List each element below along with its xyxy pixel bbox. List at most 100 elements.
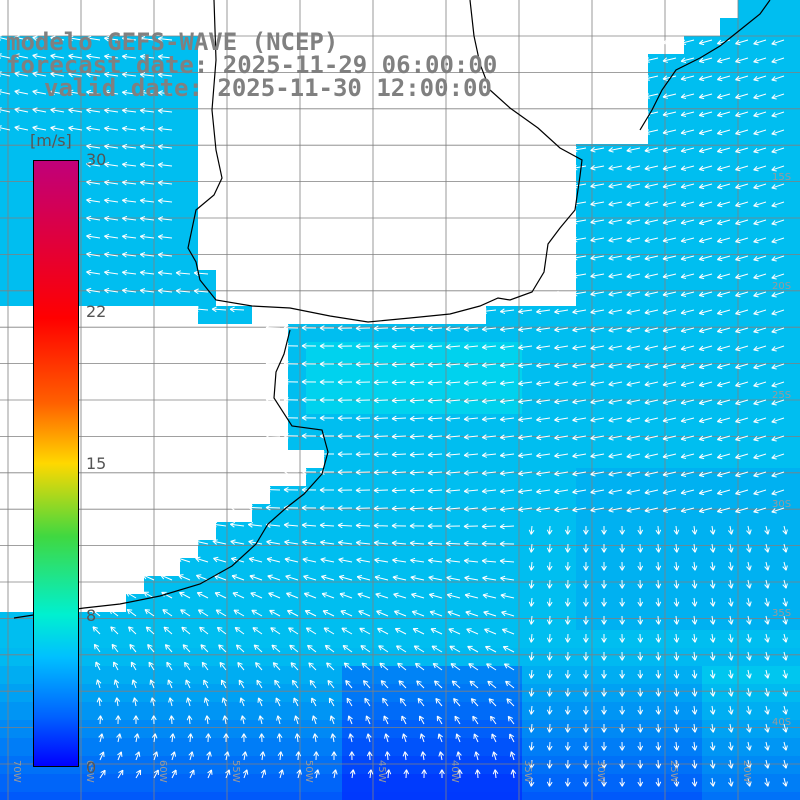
ocean-cell <box>198 774 216 792</box>
wind-arrow <box>373 433 389 440</box>
wind-arrow <box>662 399 677 405</box>
wind-arrow <box>122 179 137 186</box>
wind-arrow <box>428 575 443 581</box>
ocean-cell <box>630 252 648 270</box>
wind-arrow <box>373 540 389 546</box>
ocean-cell <box>414 558 432 576</box>
ocean-cell <box>306 684 324 702</box>
wind-arrow <box>360 645 371 653</box>
wind-arrow <box>331 751 337 761</box>
ocean-cell <box>774 432 792 450</box>
wind-arrow <box>554 200 569 207</box>
ocean-cell <box>648 342 666 360</box>
wind-arrow <box>590 164 605 171</box>
wind-arrow <box>709 615 716 625</box>
ocean-cell <box>342 720 360 738</box>
wind-arrow <box>727 579 734 589</box>
ocean-cell <box>324 756 342 774</box>
wind-arrow <box>337 487 353 493</box>
ocean-cell <box>450 612 468 630</box>
wind-arrow <box>265 414 281 421</box>
ocean-cell <box>612 738 630 756</box>
ocean-cell <box>792 18 800 36</box>
ocean-cell <box>738 234 756 252</box>
wind-arrow <box>680 219 695 226</box>
ocean-cell <box>252 630 270 648</box>
ocean-cell <box>648 234 666 252</box>
ocean-cell <box>288 792 306 800</box>
wind-arrow <box>608 471 623 477</box>
wind-arrow <box>709 723 716 733</box>
wind-arrow <box>662 291 677 297</box>
wind-arrow <box>465 610 479 617</box>
ocean-cell <box>594 378 612 396</box>
wind-arrow <box>717 291 731 298</box>
ocean-cell <box>684 198 702 216</box>
wind-arrow <box>104 233 119 240</box>
ocean-cell <box>576 360 594 378</box>
ocean-cell <box>648 468 666 486</box>
ocean-cell <box>378 576 396 594</box>
wind-arrow <box>432 662 443 671</box>
wind-arrow <box>746 741 752 751</box>
wind-arrow <box>330 733 337 743</box>
wind-arrow <box>463 398 479 404</box>
ocean-cell <box>324 684 342 702</box>
wind-arrow <box>184 661 191 671</box>
wind-arrow <box>583 561 589 571</box>
wind-arrow <box>308 662 317 671</box>
wind-arrow <box>619 597 625 607</box>
wind-arrow <box>301 325 317 331</box>
wind-arrow <box>735 201 749 208</box>
ocean-cell <box>558 702 576 720</box>
wind-arrow <box>680 471 695 478</box>
ocean-cell <box>576 504 594 522</box>
ocean-cell <box>18 270 36 288</box>
ocean-cell <box>378 792 396 800</box>
wind-arrow <box>771 363 785 370</box>
ocean-cell <box>270 756 288 774</box>
wind-arrow <box>662 363 677 369</box>
wind-arrow <box>427 451 443 458</box>
ocean-cell <box>756 486 774 504</box>
wind-arrow <box>753 201 767 208</box>
wind-arrow <box>662 183 677 189</box>
ocean-cell <box>90 702 108 720</box>
wind-arrow <box>278 769 284 779</box>
ocean-cell <box>0 666 18 684</box>
wind-arrow <box>481 434 497 440</box>
wind-arrow <box>348 733 354 743</box>
ocean-cell <box>648 432 666 450</box>
ocean-cell <box>612 558 630 576</box>
ocean-cell <box>396 630 414 648</box>
ocean-cell <box>432 324 450 342</box>
wind-arrow <box>355 469 371 476</box>
wind-arrow <box>211 306 227 313</box>
wind-arrow <box>662 345 677 351</box>
wind-arrow <box>175 270 191 276</box>
ocean-cell <box>126 180 144 198</box>
wind-arrow <box>583 741 589 751</box>
wind-arrow <box>430 628 443 635</box>
wind-arrow <box>420 751 427 761</box>
wind-arrow <box>735 291 749 298</box>
wind-arrow <box>481 326 497 332</box>
wind-arrow <box>216 626 227 635</box>
wind-arrow <box>463 558 479 564</box>
ocean-cell <box>594 306 612 324</box>
ocean-cell <box>594 180 612 198</box>
ocean-cell <box>594 594 612 612</box>
ocean-cell <box>90 90 108 108</box>
ocean-cell <box>90 126 108 144</box>
wind-arrow <box>662 57 677 63</box>
ocean-cell <box>126 234 144 252</box>
ocean-cell <box>378 360 396 378</box>
wind-arrow <box>601 651 607 661</box>
wind-arrow <box>673 543 680 553</box>
wind-arrow <box>195 556 209 563</box>
wind-arrow <box>248 556 263 563</box>
ocean-cell <box>54 126 72 144</box>
wind-arrow <box>328 697 335 707</box>
ocean-cell <box>720 414 738 432</box>
wind-arrow <box>481 380 497 386</box>
